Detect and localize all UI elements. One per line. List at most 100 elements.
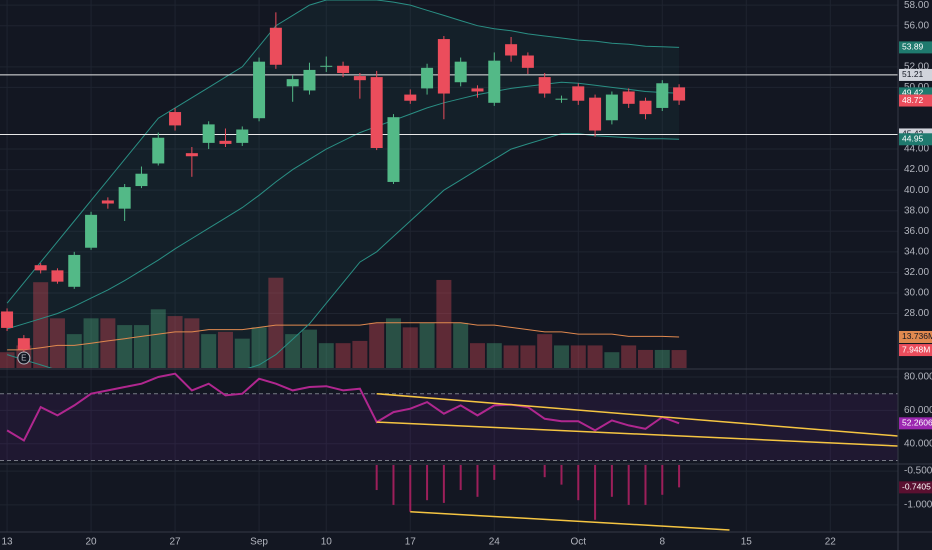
volume-bar [318,343,334,368]
volume-bar [167,316,183,368]
event-label: E [21,354,26,363]
volume-bar [49,318,65,368]
bollinger-lower [6,133,680,368]
candle-body [185,153,198,157]
volume-bar [486,343,502,368]
price-y-tick-label: 40.00 [904,185,929,196]
candle-body [101,200,114,204]
candle-body [286,79,299,87]
x-tick-label: 22 [825,537,837,548]
price-y-tick-label: 56.00 [904,20,929,31]
candle-body [656,83,669,108]
bollinger-middle [6,81,680,330]
histogram-bar [426,465,429,501]
candle-body [370,77,383,149]
volume-bar [352,340,368,368]
price-badge [899,344,932,357]
volume-bar [587,345,603,368]
histogram-y-tick-label: -0.5000 [904,466,932,477]
volume-bar [117,325,133,368]
volume-bar [436,279,452,368]
volume-bar [537,334,553,368]
volume-bar [201,334,217,368]
histogram-bar [459,465,462,491]
volume-bar [335,343,351,368]
volume-bar [604,352,620,368]
volume-bar [268,277,284,368]
histogram-bar [577,465,580,501]
candle-body [303,69,316,91]
price-badge-label: 51.21 [902,69,924,79]
rsi-y-tick-label: 80.0000 [904,372,932,383]
histogram-bar [560,465,563,485]
x-tick-label: 20 [85,537,97,548]
candle-body [34,265,47,271]
candle-body [521,55,534,68]
price-badge-label: 48.72 [902,95,924,105]
candle-body [572,86,585,101]
x-tick-label: Oct [571,537,587,548]
bollinger-upper [6,0,680,304]
histogram-bar [375,465,378,491]
price-badge [899,417,932,430]
price-y-tick-label: 34.00 [904,246,929,257]
price-badge [899,133,932,146]
volume-bar [654,349,670,368]
candle-body [437,39,450,94]
rsi-y-tick-label: 60.0000 [904,405,932,416]
volume-bar [570,345,586,368]
volume-bar [402,327,418,368]
histogram-bar [661,465,664,495]
price-y-tick-label: 44.00 [904,144,929,155]
candle-body [622,91,635,104]
candle-body [17,338,30,350]
volume-bar [184,318,200,368]
candle-body [605,94,618,121]
candle-body [135,173,148,187]
histogram-bar [392,465,395,505]
candle-body [236,129,249,143]
trendline [410,510,730,531]
x-tick-label: 17 [405,537,417,548]
candle-body [353,76,366,81]
volume-bar [469,343,485,368]
candle-body [118,187,131,209]
price-y-tick-label: 36.00 [904,226,929,237]
volume-bar [369,322,385,368]
histogram-bar [678,465,681,488]
price-pane: E [0,0,898,368]
volume-bar [503,345,519,368]
candle-body [673,87,686,101]
candle-body [639,100,652,115]
histogram-bar [543,465,546,478]
candle-body [471,88,484,92]
price-badge [899,68,932,81]
price-badge-label: 49.42 [902,88,924,98]
price-badge-label: 13.736M [902,331,932,341]
candle-body [269,27,282,65]
histogram-bar [644,465,647,505]
price-badge-label: 7.948M [902,344,930,354]
rsi-band-fill [0,393,898,461]
volume-bar [251,327,267,368]
candle-body [85,214,98,248]
event-marker [17,351,31,365]
volume-bar [385,318,401,368]
price-y-tick-label: 38.00 [904,205,929,216]
trendline [376,392,898,437]
candle-body [387,117,400,182]
price-badge [899,41,932,54]
candle-body [505,44,518,56]
x-tick-label: 27 [170,537,182,548]
volume-ma-line [7,322,680,351]
histogram-bar [476,465,479,497]
candle-body [202,124,215,143]
volume-bar [520,345,536,368]
volume-bar [621,345,637,368]
candle-body [152,137,165,164]
band-fill [7,0,680,368]
histogram-bar [610,465,613,497]
